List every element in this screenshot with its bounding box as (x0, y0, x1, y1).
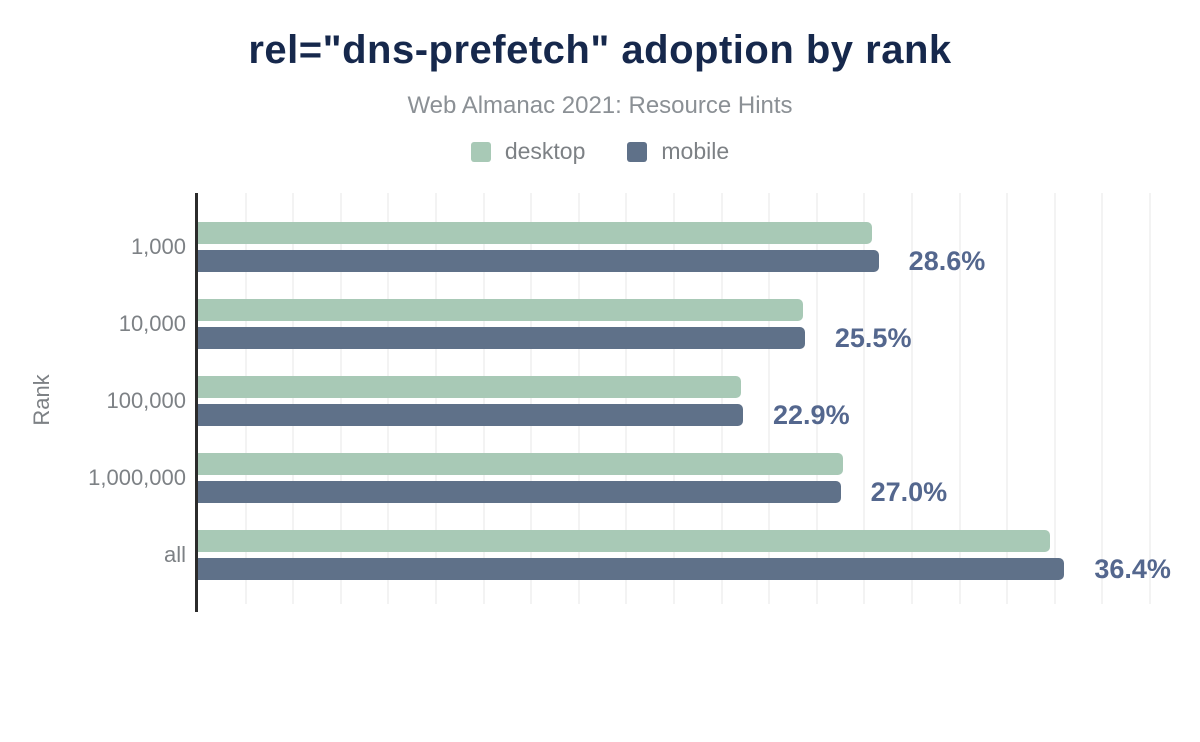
gridline (435, 193, 437, 604)
y-category-label-10000: 10,000 (118, 311, 186, 336)
gridline (339, 193, 342, 604)
y-category-label-1000000: 1,000,000 (88, 465, 186, 490)
bar-desktop-10000[interactable] (198, 299, 803, 321)
mobile-swatch-icon (627, 141, 648, 162)
gridline (1149, 193, 1151, 604)
bar-mobile-10000[interactable] (198, 327, 805, 349)
plot-area: 28.6% 25.5% 22.9% 27.0% 36.4% (195, 193, 1171, 612)
legend-label-desktop: desktop (504, 138, 586, 164)
chart-title: rel="dns-prefetch" adoption by rank (248, 28, 952, 72)
gridline (530, 193, 533, 604)
gridline (244, 193, 247, 604)
y-axis-line (195, 193, 198, 612)
bar-desktop-100000[interactable] (198, 376, 741, 398)
value-label-1000: 28.6% (908, 246, 986, 276)
gridline (958, 193, 961, 604)
gridline (863, 193, 866, 604)
bar-mobile-100000[interactable] (198, 404, 744, 426)
gridline (768, 193, 771, 604)
gridline (387, 193, 390, 604)
value-label-10000: 25.5% (834, 323, 912, 353)
legend-item-desktop[interactable]: desktop (470, 138, 586, 165)
y-category-label-all: all (163, 542, 186, 567)
bar-desktop-all[interactable] (198, 530, 1051, 552)
y-category-label-1000: 1,000 (130, 234, 186, 259)
value-label-1000000: 27.0% (870, 477, 948, 507)
bar-desktop-1000[interactable] (198, 222, 872, 244)
bar-mobile-1000000[interactable] (198, 481, 841, 503)
bar-mobile-all[interactable] (198, 558, 1065, 580)
gridline (911, 193, 913, 604)
gridline (720, 193, 723, 604)
chart-subtitle: Web Almanac 2021: Resource Hints (407, 92, 793, 119)
gridline (815, 193, 818, 604)
gridline (577, 193, 580, 604)
gridline (482, 193, 485, 604)
gridline (625, 193, 628, 604)
y-category-label-100000: 100,000 (106, 388, 186, 413)
value-label-all: 36.4% (1094, 554, 1171, 584)
legend-item-mobile[interactable]: mobile (627, 138, 729, 165)
gridline (1006, 193, 1009, 604)
plot-area-wrapper: 28.6%25.5%22.9%27.0%36.4% Percent of pag… (0, 193, 1200, 742)
desktop-swatch-icon (470, 141, 491, 162)
gridline (1053, 193, 1056, 604)
value-label-100000: 22.9% (773, 400, 850, 430)
gridline (292, 193, 295, 604)
legend: desktop mobile (0, 138, 1200, 165)
gridline (1101, 193, 1104, 604)
legend-label-mobile: mobile (661, 138, 730, 164)
bar-mobile-1000[interactable] (198, 250, 879, 272)
gridline (673, 193, 675, 604)
bar-desktop-1000000[interactable] (198, 453, 843, 475)
